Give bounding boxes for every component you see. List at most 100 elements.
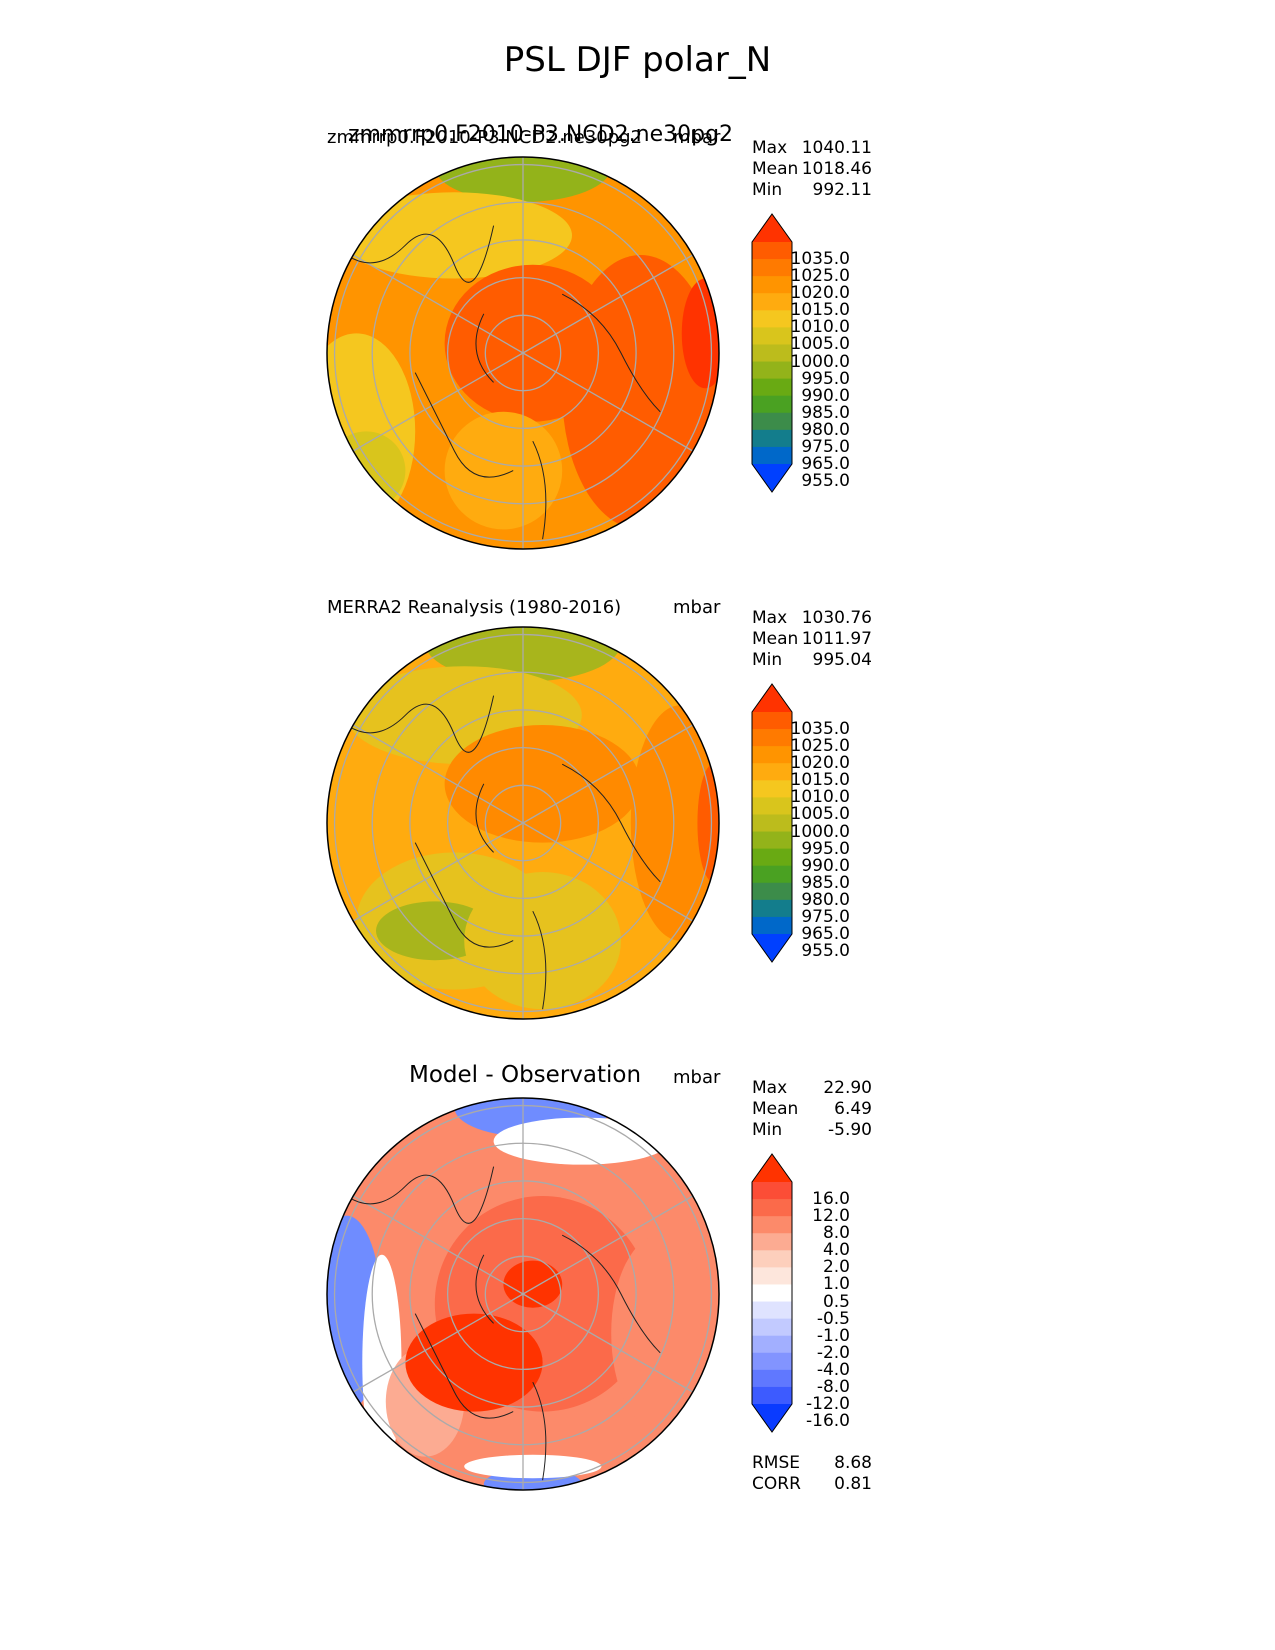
colorbar-segment: [752, 310, 792, 328]
colorbar-segment: [752, 1301, 792, 1320]
stat-max-label: Max: [752, 608, 788, 628]
colorbar-segment: [752, 797, 792, 815]
colorbar-tick-label: 1005.0: [790, 334, 850, 355]
stat-min-value: 995.04: [812, 650, 872, 670]
colorbar-tick-label: 1025.0: [790, 266, 850, 287]
colorbar-tick-label: -2.0: [816, 1342, 850, 1363]
polar-map-1: [326, 156, 720, 550]
colorbar-segment: [752, 729, 792, 747]
colorbar-tick-label: 995.0: [801, 368, 850, 389]
stat-max-label: Max: [752, 1078, 788, 1098]
corr-label: CORR: [752, 1474, 801, 1494]
colorbar-segment: [752, 899, 792, 918]
colorbar-segment: [752, 1199, 792, 1217]
polar-map-2: [326, 626, 720, 1020]
colorbar-segment: [752, 746, 792, 764]
stat-min-label: Min: [752, 1120, 783, 1140]
field-positive-region: [611, 1235, 710, 1432]
colorbar-segment: [752, 259, 792, 277]
colorbar-segment: [752, 1233, 792, 1251]
colorbar-tick-label: -12.0: [806, 1394, 850, 1414]
colorbar-segment: [752, 344, 792, 363]
colorbar-2: [751, 683, 793, 963]
stat-mean-label: Mean: [752, 159, 799, 179]
colorbar-extend-min: [752, 1404, 792, 1432]
colorbar-tick-label: 985.0: [801, 872, 850, 893]
field-high-region: [630, 705, 719, 941]
colorbar-tick-label: -8.0: [816, 1376, 850, 1397]
colorbar-segment: [752, 1318, 792, 1337]
colorbar-tick-label: 1005.0: [790, 804, 850, 825]
colorbar-tick-label: 2.0: [822, 1257, 850, 1278]
colorbar-tick-label: 1015.0: [790, 300, 850, 321]
colorbar-tick-label: -1.0: [816, 1325, 850, 1346]
colorbar-segment: [752, 1369, 792, 1388]
colorbar-segment: [752, 395, 792, 414]
colorbar-segment: [752, 446, 792, 465]
colorbar-tick-label: 1035.0: [790, 249, 850, 270]
colorbar-extend-max: [752, 214, 792, 242]
colorbar-tick-label: 995.0: [801, 838, 850, 859]
colorbar-tick-label: 1010.0: [790, 317, 850, 338]
stat-mean-value: 1011.97: [801, 629, 872, 649]
colorbar-segment: [752, 1182, 792, 1200]
colorbar-tick-label: -4.0: [816, 1359, 850, 1380]
coastline: [346, 695, 661, 1010]
field-low-region: [376, 901, 494, 961]
colorbar-segment: [752, 712, 792, 730]
colorbar-tick-label: 975.0: [801, 436, 850, 457]
colorbar-tick-label: 1020.0: [790, 283, 850, 304]
colorbar-tick-label: 955.0: [801, 941, 850, 962]
colorbar-tick-label: 1025.0: [790, 736, 850, 757]
colorbar-tick-label: 975.0: [801, 906, 850, 927]
stat-min-label: Min: [752, 650, 783, 670]
colorbar-tick-label: 990.0: [801, 855, 850, 876]
colorbar-segment: [752, 327, 792, 345]
colorbar-tick-label: 955.0: [801, 471, 850, 492]
stat-mean-label: Mean: [752, 1099, 799, 1119]
colorbar-tick-label: 1035.0: [790, 719, 850, 740]
panel-units-label: mbar: [673, 1067, 721, 1088]
colorbar-tick-label: 1.0: [822, 1274, 850, 1295]
colorbar-tick-label: 1000.0: [790, 351, 850, 372]
colorbar-tick-label: 965.0: [801, 924, 850, 944]
field-mid-region: [444, 411, 563, 530]
panel-units-label: mbar: [673, 127, 721, 148]
coastline: [346, 225, 661, 540]
field-max-region: [697, 764, 719, 882]
colorbar-segment: [752, 1216, 792, 1234]
stat-min-value: 992.11: [812, 180, 872, 200]
colorbar-segment: [752, 848, 792, 867]
rmse-value: 8.68: [834, 1453, 872, 1473]
colorbar-tick-label: 1020.0: [790, 753, 850, 774]
colorbar-segment: [752, 1335, 792, 1354]
polar-map-3: [326, 1097, 720, 1491]
colorbar-tick-label: 4.0: [822, 1240, 850, 1261]
colorbar-segment: [752, 865, 792, 884]
colorbar-extend-min: [752, 934, 792, 962]
colorbar-segment: [752, 1267, 792, 1285]
field-positive-high-region: [405, 1313, 543, 1412]
colorbar-tick-label: -16.0: [806, 1411, 850, 1432]
colorbar-segment: [752, 361, 792, 380]
coastline: [346, 1166, 661, 1481]
colorbar-extend-max: [752, 684, 792, 712]
stat-mean-value: 1018.46: [801, 159, 872, 179]
figure-title: PSL DJF polar_N: [503, 40, 772, 80]
colorbar-segment: [752, 1386, 792, 1405]
colorbar-3: [751, 1153, 793, 1433]
stat-max-value: 22.90: [823, 1078, 872, 1098]
colorbar-tick-label: 990.0: [801, 385, 850, 406]
colorbar-tick-label: 16.0: [812, 1189, 850, 1210]
stat-max-value: 1040.11: [801, 138, 872, 158]
colorbar-extend-max: [752, 1154, 792, 1182]
colorbar-segment: [752, 1250, 792, 1268]
rmse-label: RMSE: [752, 1453, 801, 1473]
field-max-region: [681, 278, 719, 389]
panel-title: Model - Observation: [409, 1062, 642, 1088]
field-near-zero-region: [493, 1117, 670, 1165]
stat-mean-label: Mean: [752, 629, 799, 649]
colorbar-segment: [752, 763, 792, 781]
colorbar-segment: [752, 378, 792, 397]
colorbar-segment: [752, 1284, 792, 1303]
